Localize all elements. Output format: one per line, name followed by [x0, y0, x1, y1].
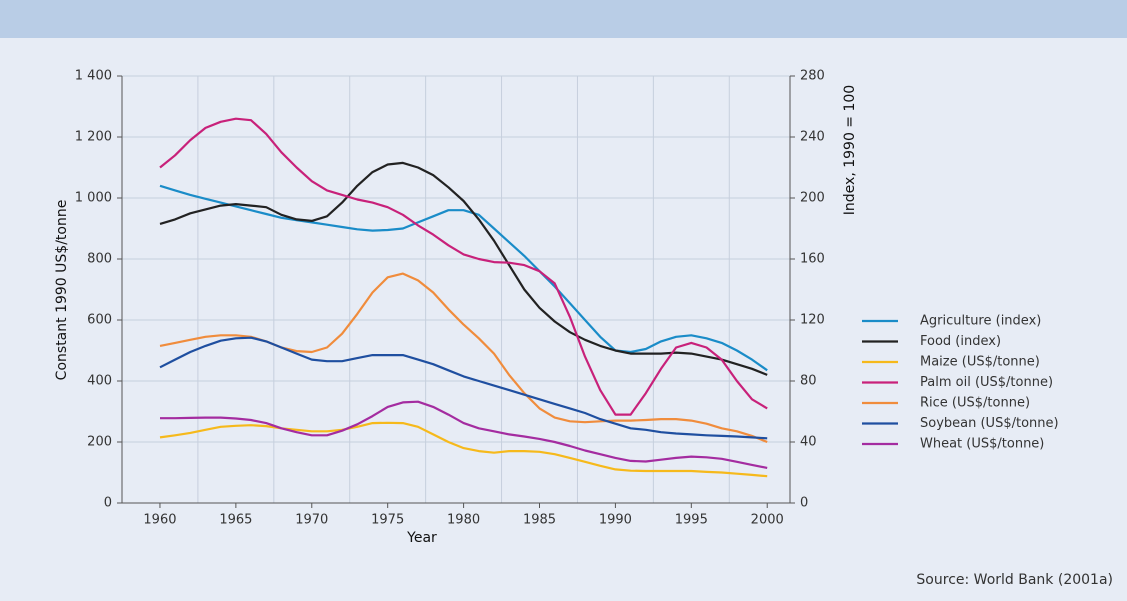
- y2-tick-label: 240: [800, 130, 825, 145]
- x-tick-label: 1960: [143, 513, 176, 528]
- y2-tick-label: 160: [800, 252, 825, 267]
- x-tick-label: 1990: [599, 513, 632, 528]
- y2-tick-label: 80: [800, 374, 817, 389]
- source: Source: World Bank (2001a): [916, 572, 1113, 588]
- y-tick-label: 1 200: [75, 130, 112, 145]
- y-tick-label: 800: [87, 252, 112, 267]
- legend-label: Agriculture (index): [920, 314, 1041, 329]
- x-axis-label: Year: [406, 530, 437, 546]
- series-line: [159, 161, 768, 376]
- x-tick-label: 1970: [295, 513, 328, 528]
- y-tick-label: 1 400: [75, 69, 112, 84]
- legend-label: Wheat (US$/tonne): [920, 437, 1044, 452]
- x-tick-label: 2000: [751, 513, 784, 528]
- x-tick-label: 1965: [219, 513, 252, 528]
- x-tick-label: 1985: [523, 513, 556, 528]
- legend-label: Food (index): [920, 334, 1001, 349]
- x-tick-label: 1995: [675, 513, 708, 528]
- legend-label: Palm oil (US$/tonne): [920, 375, 1053, 390]
- y-tick-label: 1 000: [75, 191, 112, 206]
- y-tick-label: 600: [87, 313, 112, 328]
- y-tick-label: 0: [104, 496, 112, 511]
- x-tick-label: 1980: [447, 513, 480, 528]
- y2-tick-label: 280: [800, 69, 825, 84]
- x-tick-label: 1975: [371, 513, 404, 528]
- series-line: [159, 421, 768, 478]
- y-tick-label: 400: [87, 374, 112, 389]
- y2-tick-label: 200: [800, 191, 825, 206]
- series-line: [160, 400, 768, 469]
- y2-axis-label: Index, 1990 = 100: [842, 85, 858, 215]
- legend-label: Soybean (US$/tonne): [920, 416, 1059, 431]
- y2-tick-label: 40: [800, 435, 817, 450]
- series-line: [159, 336, 768, 440]
- series-line: [159, 117, 768, 416]
- y2-tick-label: 120: [800, 313, 825, 328]
- y-tick-label: 200: [87, 435, 112, 450]
- y-axis-label: Constant 1990 US$/tonne: [54, 200, 70, 381]
- header-band: [0, 0, 1127, 38]
- legend-label: Maize (US$/tonne): [920, 355, 1040, 370]
- y2-tick-label: 0: [800, 496, 808, 511]
- legend-label: Rice (US$/tonne): [920, 396, 1030, 411]
- series-line: [159, 184, 768, 372]
